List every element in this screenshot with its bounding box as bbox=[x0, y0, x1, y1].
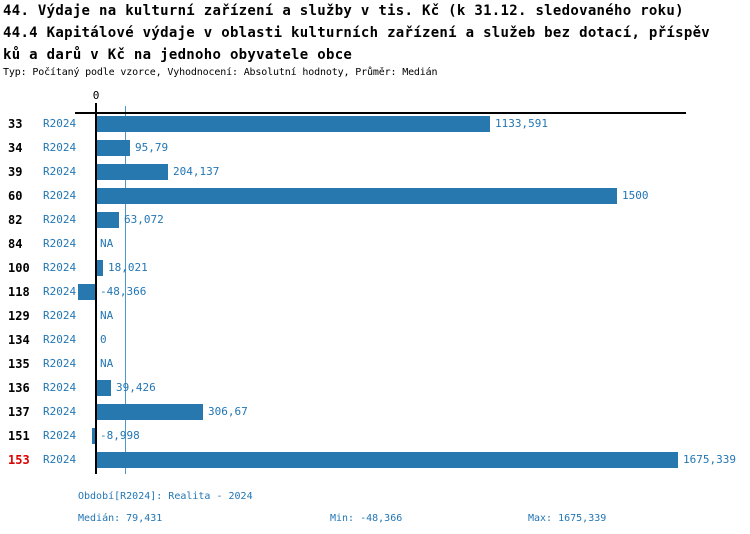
x-axis-line bbox=[75, 112, 686, 114]
chart-row: 60 R2024 1500 bbox=[0, 184, 750, 208]
bar bbox=[97, 212, 119, 228]
row-id-label: 118 bbox=[8, 285, 30, 299]
chart-row: 100 R2024 18,021 bbox=[0, 256, 750, 280]
y-axis-line bbox=[95, 103, 97, 474]
row-value-label: 1675,339 bbox=[683, 453, 736, 466]
row-value-label: 306,67 bbox=[208, 405, 248, 418]
row-id-label: 134 bbox=[8, 333, 30, 347]
chart-row: 33 R2024 1133,591 bbox=[0, 112, 750, 136]
row-period-label: R2024 bbox=[43, 453, 77, 466]
bar bbox=[92, 428, 95, 444]
row-id-label: 135 bbox=[8, 357, 30, 371]
bar bbox=[97, 260, 103, 276]
median-line bbox=[125, 106, 126, 474]
row-period-label: R2024 bbox=[43, 333, 77, 346]
row-period-label: R2024 bbox=[43, 189, 77, 202]
row-value-label: 204,137 bbox=[173, 165, 220, 178]
row-period-label: R2024 bbox=[43, 237, 77, 250]
row-value-label: NA bbox=[100, 237, 114, 250]
row-value-label: 39,426 bbox=[116, 381, 156, 394]
chart-row: 151 R2024 -8,998 bbox=[0, 424, 750, 448]
row-period-label: R2024 bbox=[43, 381, 77, 394]
row-id-label: 34 bbox=[8, 141, 23, 155]
row-value-label: -8,998 bbox=[100, 429, 140, 442]
bar bbox=[97, 116, 490, 132]
axis-zero-label: 0 bbox=[92, 89, 100, 102]
stat-max: Max: 1675,339 bbox=[528, 513, 607, 524]
stat-min: Min: -48,366 bbox=[330, 513, 403, 524]
row-value-label: 18,021 bbox=[108, 261, 148, 274]
chart-row: 34 R2024 95,79 bbox=[0, 136, 750, 160]
row-period-label: R2024 bbox=[43, 285, 77, 298]
chart-row: 136 R2024 39,426 bbox=[0, 376, 750, 400]
row-id-label: 151 bbox=[8, 429, 30, 443]
row-value-label: 1500 bbox=[622, 189, 649, 202]
bar bbox=[97, 164, 168, 180]
row-id-label: 60 bbox=[8, 189, 23, 203]
period-info: Období[R2024]: Realita - 2024 bbox=[78, 491, 253, 502]
bar bbox=[78, 284, 95, 300]
report-title-line3: ků a darů v Kč na jednoho obyvatele obce bbox=[3, 47, 353, 63]
row-value-label: NA bbox=[100, 309, 114, 322]
report-meta: Typ: Počítaný podle vzorce, Vyhodnocení:… bbox=[3, 67, 438, 78]
row-id-label: 153 bbox=[8, 453, 30, 467]
row-value-label: 63,072 bbox=[124, 213, 164, 226]
chart-row: 153 R2024 1675,339 bbox=[0, 448, 750, 472]
row-period-label: R2024 bbox=[43, 141, 77, 154]
row-period-label: R2024 bbox=[43, 405, 77, 418]
bar bbox=[97, 188, 617, 204]
report-title-line1: 44. Výdaje na kulturní zařízení a služby… bbox=[3, 3, 684, 19]
row-value-label: 1133,591 bbox=[495, 117, 548, 130]
row-period-label: R2024 bbox=[43, 213, 77, 226]
row-id-label: 129 bbox=[8, 309, 30, 323]
stat-median: Medián: 79,431 bbox=[78, 513, 163, 524]
bar bbox=[97, 452, 678, 468]
row-period-label: R2024 bbox=[43, 309, 77, 322]
bar bbox=[97, 380, 111, 396]
bar bbox=[97, 404, 203, 420]
row-period-label: R2024 bbox=[43, 261, 77, 274]
row-value-label: -48,366 bbox=[100, 285, 147, 298]
row-value-label: NA bbox=[100, 357, 114, 370]
chart-row: 137 R2024 306,67 bbox=[0, 400, 750, 424]
chart-row: 39 R2024 204,137 bbox=[0, 160, 750, 184]
row-id-label: 100 bbox=[8, 261, 30, 275]
chart-row: 82 R2024 63,072 bbox=[0, 208, 750, 232]
row-period-label: R2024 bbox=[43, 165, 77, 178]
row-id-label: 84 bbox=[8, 237, 23, 251]
chart-row: 134 R2024 0 bbox=[0, 328, 750, 352]
row-period-label: R2024 bbox=[43, 357, 77, 370]
row-id-label: 137 bbox=[8, 405, 30, 419]
chart-row: 129 R2024 NA bbox=[0, 304, 750, 328]
row-value-label: 0 bbox=[100, 333, 107, 346]
row-id-label: 39 bbox=[8, 165, 23, 179]
report-title-line2: 44.4 Kapitálové výdaje v oblasti kulturn… bbox=[3, 25, 711, 41]
row-period-label: R2024 bbox=[43, 429, 77, 442]
row-id-label: 82 bbox=[8, 213, 23, 227]
row-id-label: 136 bbox=[8, 381, 30, 395]
chart-row: 84 R2024 NA bbox=[0, 232, 750, 256]
bar bbox=[97, 140, 130, 156]
chart-row: 135 R2024 NA bbox=[0, 352, 750, 376]
row-period-label: R2024 bbox=[43, 117, 77, 130]
row-id-label: 33 bbox=[8, 117, 23, 131]
row-value-label: 95,79 bbox=[135, 141, 169, 154]
chart-row: 118 R2024 -48,366 bbox=[0, 280, 750, 304]
